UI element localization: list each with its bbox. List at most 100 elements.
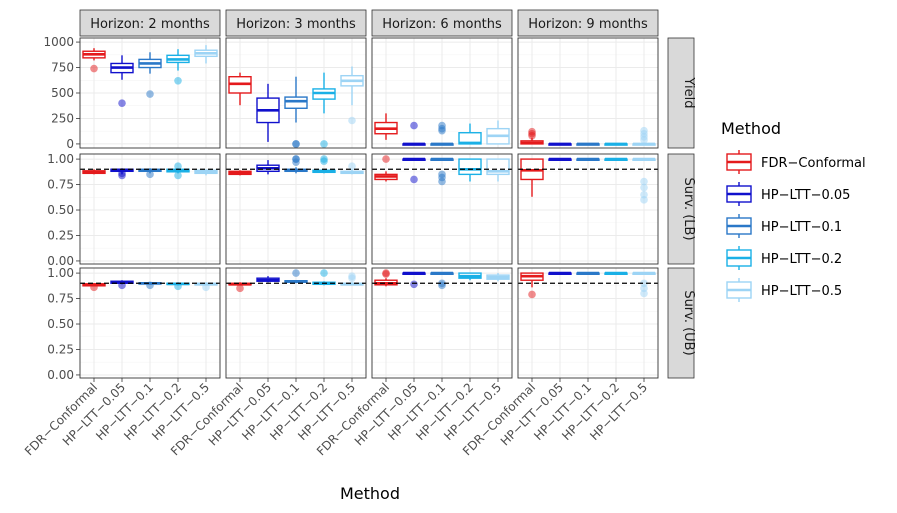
row-strip [667, 267, 695, 379]
y-tick-label: 0.75 [47, 178, 74, 192]
box-3 [284, 269, 308, 284]
column-strip-label: Horizon: 2 months [90, 17, 210, 32]
box-3 [138, 168, 162, 179]
box-3 [430, 271, 454, 290]
box-1 [374, 155, 398, 182]
box-2 [256, 83, 280, 142]
outlier-point [320, 157, 328, 165]
box-1 [82, 48, 106, 73]
outlier-point [410, 121, 418, 130]
box-4 [604, 142, 628, 146]
panel [225, 267, 367, 379]
box-5 [194, 45, 218, 64]
y-tick-label: 0.75 [47, 292, 74, 306]
box-4 [604, 271, 628, 275]
column-strip-label: Horizon: 6 months [382, 17, 502, 32]
outlier-point [90, 283, 98, 292]
legend-item: FDR−Conformal [726, 150, 866, 174]
panel-border [79, 153, 221, 265]
box-5 [194, 169, 218, 176]
panel-border [517, 153, 659, 265]
box-1 [82, 169, 106, 175]
y-tick-label: 750 [51, 61, 74, 75]
panel [79, 267, 221, 379]
outlier-point [348, 116, 356, 125]
box-4 [312, 155, 336, 174]
row-strip-label: Yield [681, 77, 696, 109]
box-1 [228, 72, 252, 106]
row-strip-label: Surv. (UB) [681, 290, 696, 355]
panel [79, 153, 221, 265]
box-3 [430, 157, 454, 186]
box-4 [458, 272, 482, 281]
y-tick-label: 0.50 [47, 203, 74, 217]
outlier-point [348, 272, 356, 280]
y-tick-label: 0.00 [47, 368, 74, 382]
y-tick-label: 1.00 [47, 266, 74, 280]
legend-label: HP−LTT−0.5 [761, 284, 842, 299]
box-2 [402, 121, 426, 146]
box-1 [520, 127, 544, 145]
panel-border [371, 37, 513, 149]
outlier-point [236, 284, 244, 293]
legend: Method FDR−Conformal HP−LTT−0.05 HP−LTT−0.… [721, 119, 866, 302]
box-1 [82, 283, 106, 292]
y-tick-label: 0 [66, 137, 74, 151]
outlier-point [118, 99, 126, 107]
box-5 [340, 66, 364, 125]
panel-border [225, 153, 367, 265]
box-1 [520, 272, 544, 299]
box-1 [228, 170, 252, 176]
outlier-point [382, 155, 390, 163]
outlier-point [146, 170, 154, 179]
outlier-point [146, 90, 154, 98]
box-5 [340, 162, 364, 175]
outlier-point [174, 282, 182, 291]
panel [79, 37, 221, 149]
legend-item: HP−LTT−0.05 [726, 182, 850, 206]
outlier-point [382, 270, 390, 278]
row-strip [667, 37, 695, 149]
panel [225, 37, 367, 149]
box-3 [284, 76, 308, 148]
box-3 [576, 271, 600, 275]
box-3 [284, 155, 308, 174]
box-5 [632, 271, 656, 298]
row-strip-label: Surv. (LB) [681, 177, 696, 240]
panel [517, 153, 659, 265]
panel [517, 267, 659, 379]
outlier-point [640, 177, 648, 186]
outlier-point [174, 76, 182, 85]
panel-border [225, 37, 367, 149]
outlier-point [348, 162, 356, 171]
panel [371, 37, 513, 149]
y-tick-label: 500 [51, 86, 74, 100]
outlier-point [438, 121, 446, 130]
panel [371, 267, 513, 379]
box-2 [110, 55, 134, 107]
outlier-point [174, 162, 182, 171]
box-3 [138, 52, 162, 98]
legend-item: HP−LTT−0.2 [726, 246, 842, 270]
box-4 [166, 49, 190, 85]
y-tick-label: 250 [51, 111, 74, 125]
box-4 [312, 72, 336, 148]
outlier-point [640, 183, 648, 192]
box-5 [486, 120, 510, 145]
outlier-point [640, 279, 648, 288]
column-strip-label: Horizon: 9 months [528, 17, 648, 32]
legend-item: HP−LTT−0.5 [726, 278, 842, 302]
y-tick-label: 0.25 [47, 342, 74, 356]
legend-title: Method [721, 119, 781, 138]
x-axis-title: Method [340, 484, 400, 503]
y-tick-label: 1000 [43, 35, 74, 49]
y-tick-label: 0.50 [47, 317, 74, 331]
box-1 [228, 282, 252, 293]
box-5 [632, 157, 656, 204]
box-2 [402, 157, 426, 184]
column-strip-label: Horizon: 3 months [236, 17, 356, 32]
box-5 [486, 273, 510, 282]
box-1 [374, 269, 398, 287]
box-2 [256, 160, 280, 175]
